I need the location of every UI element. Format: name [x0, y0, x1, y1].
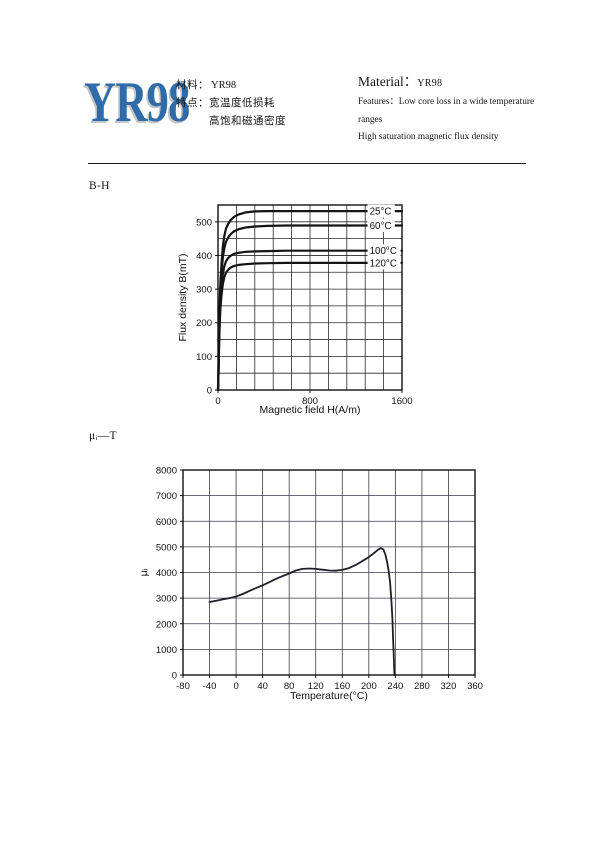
bh-y-tick: 0: [207, 386, 212, 397]
cn-info-block: 材料： YR98 特点：宽温度低损耗 高饱和磁通密度: [176, 77, 286, 131]
mu-x-tick: 280: [414, 681, 430, 692]
mu-gridlines: [182, 469, 476, 676]
bh-series-label-bg: [367, 256, 401, 270]
en-features-line3: High saturation magnetic flux density: [358, 132, 499, 142]
bh-y-tick: 100: [196, 352, 212, 363]
cn-material-label: 材料：: [176, 80, 209, 91]
mu-x-tick: 240: [387, 681, 403, 692]
mu-t-chart: -80 -40 0 40 80 120 160 200 240 280 320 360 0 1000 200…: [140, 458, 492, 706]
mu-y-tick: 5000: [156, 542, 177, 553]
cn-features-label: 特点：: [176, 98, 209, 109]
mu-x-tick: -40: [203, 681, 217, 692]
bh-xlabel: Magnetic field H(A/m): [260, 404, 361, 416]
mu-y-tick: 7000: [156, 491, 177, 502]
mu-x-tick: 0: [233, 681, 238, 692]
mu-y-tick: 6000: [156, 517, 177, 528]
bh-series-label-bg: [367, 219, 395, 233]
mu-y-tick: 4000: [156, 568, 177, 579]
bh-y-tick: 400: [196, 251, 212, 262]
mu-ylabel: μᵢ: [140, 568, 150, 576]
mu-y-tick: 0: [172, 671, 177, 682]
bh-x-tick: 0: [215, 396, 220, 407]
mu-x-tick: 320: [441, 681, 457, 692]
cn-features-line2: 高饱和磁通密度: [209, 113, 286, 131]
bh-series-label-100°C: 100°C: [370, 246, 397, 257]
mu-axes: -80 -40 0 40 80 120 160 200 240 280 320 360 0 1000 200…: [140, 466, 483, 703]
en-material-value: YR98: [417, 78, 443, 89]
mu-x-tick: 40: [257, 681, 268, 692]
mu-curve-μi: [208, 547, 396, 676]
mu-x-tick: 80: [284, 681, 295, 692]
cn-features-text2: 高饱和磁通密度: [209, 116, 286, 127]
en-material-label: Material：: [358, 74, 418, 89]
bh-axes: 0 800 1600 0 100 200 300 400 500 Magnetic field H…: [177, 217, 413, 416]
en-features-line1: Features：Low core loss in a wide tempera…: [358, 97, 535, 107]
bh-ylabel: Flux density B(mT): [177, 253, 189, 341]
cn-material-value: YR98: [211, 80, 237, 91]
bh-x-tick: 800: [302, 396, 318, 407]
bh-chart: 0 800 1600 0 100 200 300 400 500 Magnetic field H…: [170, 195, 430, 423]
bh-gridlines: [217, 204, 403, 391]
bh-series-label-bg: [367, 244, 401, 258]
bh-y-tick: 500: [196, 217, 212, 228]
header-divider: [88, 163, 526, 164]
bh-x-tick: 1600: [391, 396, 412, 407]
mu-xlabel: Temperature(°C): [290, 690, 368, 702]
en-material-line: Material：YR98: [358, 72, 543, 94]
bh-series-label-bg: [367, 204, 395, 218]
bh-y-tick: 200: [196, 318, 212, 329]
cn-material-line: 材料： YR98: [176, 77, 286, 95]
bh-series-label-60°C: 60°C: [370, 221, 392, 232]
section-label-mu: μᵢ—T: [89, 430, 117, 442]
bh-curve-120°C: [216, 261, 404, 392]
cn-features-text1: 宽温度低损耗: [209, 98, 275, 109]
mu-x-tick: 200: [361, 681, 377, 692]
mu-x-tick: 160: [334, 681, 350, 692]
mu-y-tick: 1000: [156, 645, 177, 656]
mu-x-tick: -80: [176, 681, 190, 692]
mu-y-tick: 8000: [156, 466, 177, 477]
mu-y-tick: 2000: [156, 619, 177, 630]
mu-x-tick: 360: [467, 681, 483, 692]
bh-series-label-25°C: 25°C: [370, 207, 392, 218]
mu-x-tick: 120: [308, 681, 324, 692]
en-info-block: Material：YR98 Features：Low core loss in …: [358, 72, 543, 147]
en-features-line2: ranges: [358, 114, 383, 125]
brand-logo: YR98: [84, 71, 190, 134]
bh-y-tick: 300: [196, 285, 212, 296]
cn-features-line: 特点：宽温度低损耗: [176, 95, 286, 113]
bh-series-label-120°C: 120°C: [370, 258, 397, 269]
section-label-bh: B-H: [89, 180, 110, 192]
mu-y-tick: 3000: [156, 594, 177, 605]
